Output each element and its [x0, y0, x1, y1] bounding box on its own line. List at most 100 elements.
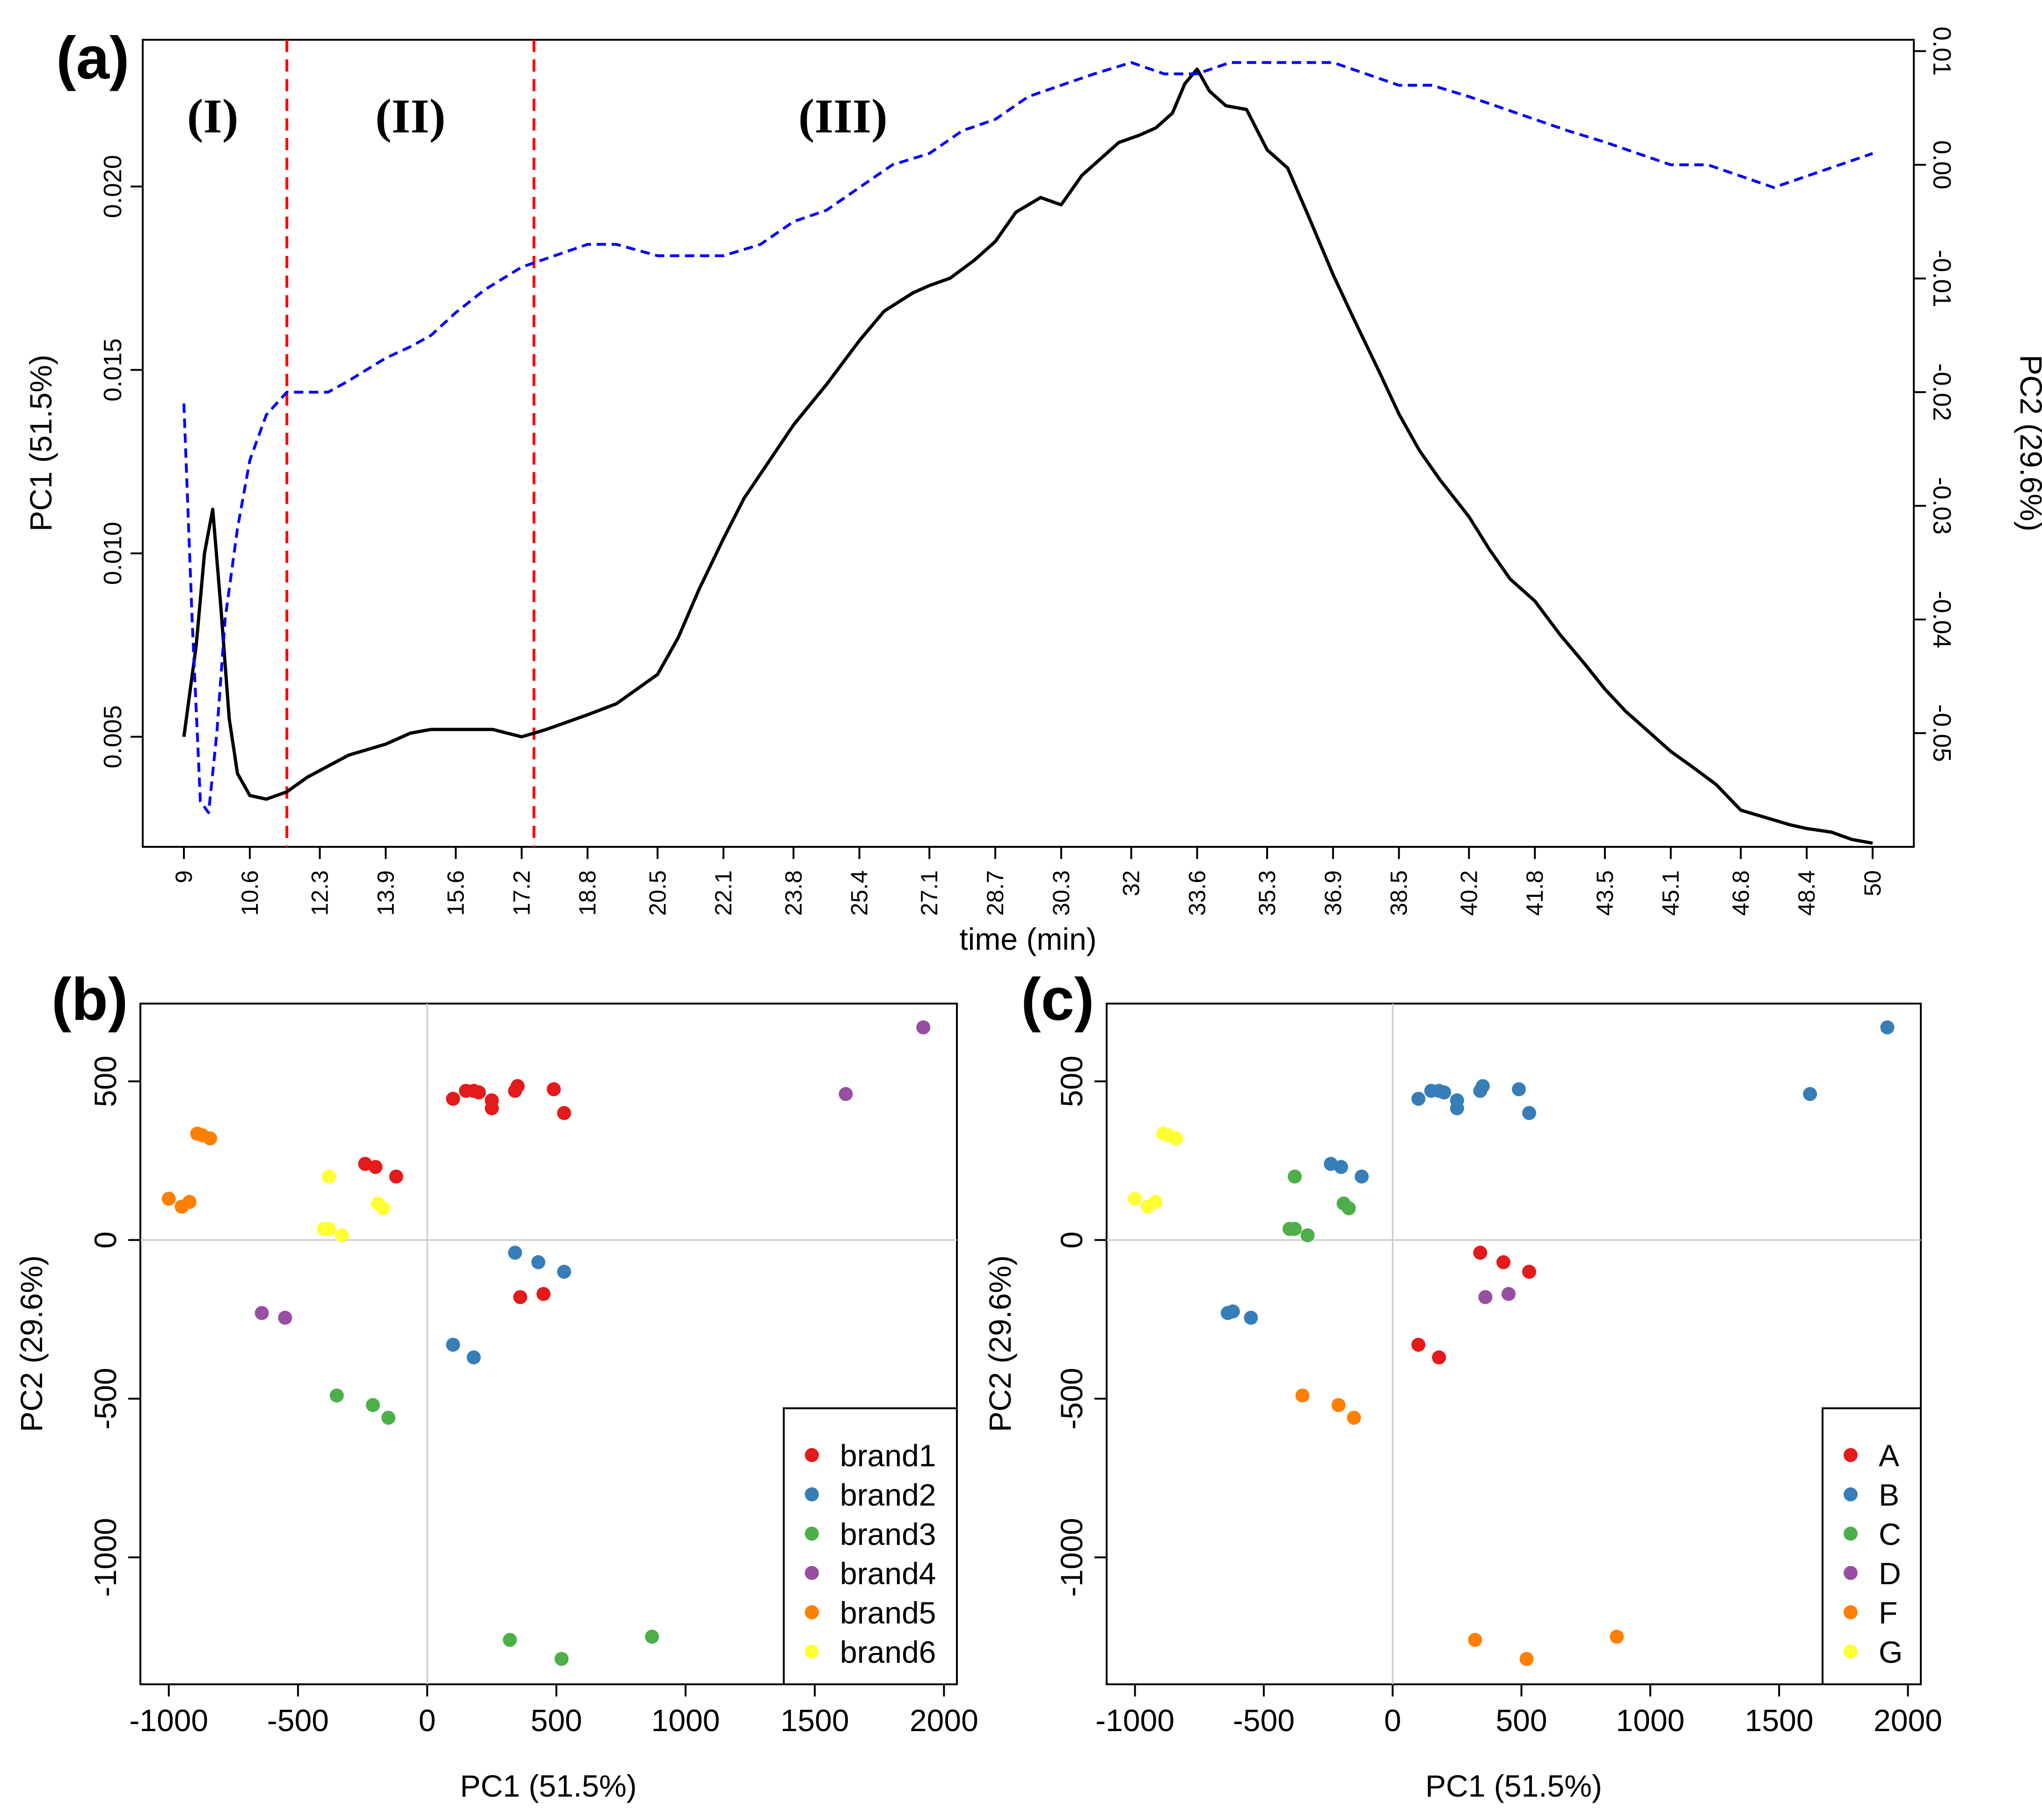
point-b: [1803, 1087, 1817, 1101]
left-y-axis-ticks: 0.005 0.010 0.015 0.020: [99, 155, 143, 768]
point-b: [1411, 1092, 1426, 1106]
y-tick-label: -500: [88, 1368, 123, 1429]
point-brand4: [839, 1087, 853, 1101]
point-c: [1288, 1222, 1302, 1236]
legend-label: brand5: [840, 1595, 936, 1630]
x-tick-label: 22.1: [710, 870, 737, 916]
right-y-tick-label: -0.01: [1928, 250, 1956, 307]
point-f: [1295, 1388, 1310, 1403]
point-brand2: [531, 1255, 546, 1269]
point-brand2: [446, 1338, 460, 1352]
legend-label: brand2: [840, 1478, 936, 1512]
point-f: [1468, 1633, 1482, 1647]
x-tick-label: 17.2: [509, 870, 535, 916]
point-brand6: [335, 1228, 349, 1243]
x-tick-label: 43.5: [1592, 870, 1618, 916]
point-f: [1519, 1652, 1534, 1666]
point-b: [1334, 1160, 1349, 1174]
point-brand5: [203, 1131, 218, 1146]
point-brand3: [366, 1398, 380, 1412]
point-brand1: [446, 1092, 460, 1106]
point-f: [1347, 1411, 1361, 1425]
region-dividers: [285, 40, 536, 847]
y-axis-label: PC2 (29.6%): [14, 1255, 49, 1432]
x-tick-label: 50: [1860, 870, 1886, 896]
point-brand3: [645, 1630, 659, 1644]
left-y-tick-label: 0.015: [99, 338, 127, 401]
x-tick-label: 32: [1118, 870, 1145, 896]
legend-label: F: [1879, 1595, 1897, 1630]
x-tick-label: 9: [171, 870, 197, 883]
point-a: [1496, 1255, 1510, 1269]
point-c: [1300, 1228, 1315, 1243]
x-tick-label: 10.6: [237, 870, 263, 916]
y-tick-label: 0: [88, 1231, 123, 1249]
right-y-tick-label: -0.04: [1928, 591, 1956, 648]
point-d: [1478, 1290, 1493, 1304]
y-tick-label: -1000: [1054, 1518, 1089, 1597]
y-tick-label: 500: [88, 1056, 123, 1107]
point-brand6: [322, 1169, 336, 1184]
x-tick-label: -500: [1233, 1703, 1295, 1738]
y-axis-label: PC2 (29.6%): [983, 1255, 1017, 1432]
point-brand6: [376, 1201, 391, 1216]
point-brand1: [368, 1160, 383, 1174]
point-brand2: [467, 1350, 481, 1365]
legend-marker-g: [1844, 1645, 1858, 1659]
legend-label: A: [1879, 1438, 1899, 1473]
left-y-tick-label: 0.010: [99, 522, 127, 585]
point-brand1: [472, 1085, 486, 1099]
panel-b-brand-scatter: (b) -1000 -500 0 500 1000 1500 2000 -1000 -500 0…: [14, 966, 978, 1803]
panel-b-plot-frame: [139, 1003, 958, 1685]
x-tick-label: 33.6: [1184, 870, 1210, 916]
point-brand1: [485, 1101, 499, 1115]
point-c: [1342, 1201, 1356, 1216]
right-y-tick-label: -0.02: [1928, 364, 1956, 421]
x-tick-label: -1000: [1095, 1703, 1174, 1738]
point-b: [1450, 1101, 1464, 1115]
legend-label: brand6: [840, 1635, 936, 1669]
left-y-tick-label: 0.020: [99, 155, 127, 218]
point-brand3: [503, 1633, 517, 1647]
y-axis-ticks: -1000 -500 0 500: [88, 1056, 140, 1597]
point-b: [1225, 1304, 1240, 1318]
right-y-axis-ticks: -0.05 -0.04 -0.03 -0.02 -0.01 0.00 0.01: [1914, 27, 1956, 762]
point-b: [1437, 1085, 1451, 1099]
legend-marker-b: [1844, 1487, 1858, 1501]
panel-c-plot-frame: [1106, 1003, 1922, 1685]
x-tick-label: 36.9: [1320, 870, 1346, 916]
x-tick-label: 40.2: [1456, 870, 1482, 916]
x-axis-label: time (min): [959, 922, 1096, 956]
panel-b-letter: (b): [51, 966, 128, 1033]
legend-label: C: [1879, 1517, 1901, 1551]
x-tick-label: 13.9: [372, 870, 399, 916]
x-tick-label: 27.1: [916, 870, 942, 916]
legend-label: D: [1879, 1556, 1901, 1591]
x-tick-label: 45.1: [1658, 870, 1684, 916]
x-tick-label: 500: [531, 1703, 582, 1738]
point-brand1: [389, 1169, 403, 1184]
x-axis-label: PC1 (51.5%): [460, 1769, 637, 1803]
legend-label: G: [1879, 1635, 1903, 1669]
point-brand3: [554, 1652, 569, 1666]
panel-c-group-scatter: (c) -1000 -500 0 500 1000 1500 2000 -1000 -500 0…: [983, 966, 1942, 1803]
legend-marker-brand6: [805, 1645, 819, 1659]
y-tick-label: 0: [1054, 1231, 1089, 1249]
legend-marker-brand5: [805, 1605, 819, 1619]
x-tick-label: 28.7: [982, 870, 1008, 916]
point-brand1: [547, 1082, 561, 1097]
point-d: [1502, 1287, 1516, 1301]
panel-a-timeline-chart: (a) 9 10.6 12.3 13.9 15.6 17.2 18.8 20.5 22.1 23.…: [23, 25, 2042, 956]
x-axis-ticks: -1000 -500 0 500 1000 1500 2000: [129, 1684, 978, 1738]
legend-label: brand4: [840, 1556, 936, 1591]
legend-box: [1822, 1407, 1922, 1685]
point-brand5: [161, 1192, 176, 1206]
legend-marker-a: [1844, 1448, 1858, 1462]
x-tick-label: 48.4: [1794, 870, 1820, 916]
series-line-pc1: [182, 67, 1873, 845]
x-tick-label: 18.8: [575, 870, 601, 916]
point-b: [1355, 1169, 1369, 1184]
line-series-group: [182, 61, 1873, 845]
